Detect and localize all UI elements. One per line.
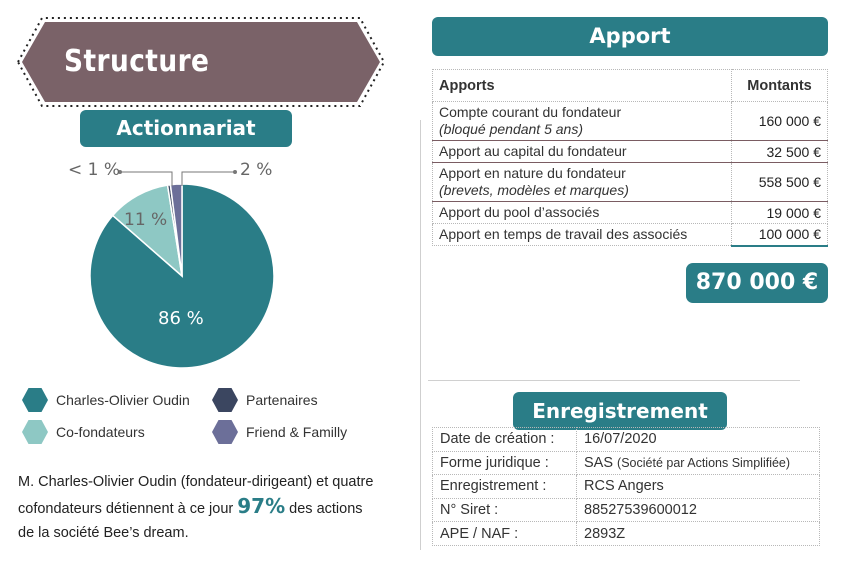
row-value: 16/07/2020 xyxy=(576,427,820,452)
row-value: 2893Z xyxy=(576,521,820,546)
enregistrement-title: Enregistrement xyxy=(513,392,727,430)
legend-item-oudin: Charles-Olivier Oudin xyxy=(22,388,190,412)
hexagon-icon xyxy=(212,388,238,412)
leader-dot xyxy=(233,170,237,174)
row-key: N° Siret : xyxy=(432,497,577,523)
row-value: RCS Angers xyxy=(576,474,820,499)
row-amount: 100 000 € xyxy=(731,223,828,247)
apport-total: 870 000 € xyxy=(686,263,828,303)
legend-label: Partenaires xyxy=(246,392,318,408)
shareholding-pie-chart: < 1 % 2 % 11 % 86 % xyxy=(0,150,420,375)
table-row: Compte courant du fondateur (bloqué penda… xyxy=(432,101,828,141)
row-label: Apport au capital du fondateur xyxy=(439,143,627,159)
structure-title: Structure xyxy=(64,44,210,79)
leader-line-partenaires xyxy=(120,171,173,186)
row-key: Date de création : xyxy=(432,427,577,452)
row-amount: 19 000 € xyxy=(731,201,828,224)
summary-text: M. Charles-Olivier Oudin (fondateur-diri… xyxy=(18,474,374,517)
row-amount: 160 000 € xyxy=(731,101,828,141)
section-divider xyxy=(428,380,800,381)
pie-label-cofondateurs: 11 % xyxy=(124,210,168,230)
row-key: Forme juridique : xyxy=(432,450,577,476)
row-key: APE / NAF : xyxy=(432,521,577,546)
leader-line-friend-family xyxy=(181,171,235,186)
row-sublabel: (brevets, modèles et marques) xyxy=(439,182,629,198)
row-label: Apport en nature du fondateur xyxy=(439,165,626,181)
hexagon-icon xyxy=(22,388,48,412)
row-amount: 558 500 € xyxy=(731,162,828,202)
structure-banner: Structure xyxy=(12,14,390,110)
legend-label: Co-fondateurs xyxy=(56,424,145,440)
row-amount: 32 500 € xyxy=(731,140,828,163)
legend-label: Charles-Olivier Oudin xyxy=(56,392,190,408)
enregistrement-table: Date de création : 16/07/2020 Forme juri… xyxy=(432,427,820,546)
actionnariat-title: Actionnariat xyxy=(80,110,292,147)
pie-label-oudin: 86 % xyxy=(158,308,204,329)
row-sublabel: (bloqué pendant 5 ans) xyxy=(439,121,583,137)
legend-item-cofondateurs: Co-fondateurs xyxy=(22,420,145,444)
table-row: N° Siret : 88527539600012 xyxy=(432,497,820,523)
row-value: 88527539600012 xyxy=(576,497,820,523)
table-row: APE / NAF : 2893Z xyxy=(432,521,820,546)
column-divider xyxy=(420,120,421,550)
row-label: Apport en temps de travail des associés xyxy=(439,226,688,242)
hexagon-icon xyxy=(212,420,238,444)
apports-table: Apports Montants Compte courant du fonda… xyxy=(432,69,828,247)
row-value: SAS xyxy=(584,454,618,471)
row-label: Apport du pool d’associés xyxy=(439,204,600,220)
table-row: Apport du pool d’associés 19 000 € xyxy=(432,201,828,224)
summary-text-end: des actions de la société Bee’s dream. xyxy=(18,501,363,541)
hexagon-icon xyxy=(22,420,48,444)
row-label: Compte courant du fondateur xyxy=(439,104,622,120)
summary-highlight: 97% xyxy=(237,494,286,518)
table-header-row: Apports Montants xyxy=(432,69,828,102)
header-apports: Apports xyxy=(432,69,732,102)
header-montants: Montants xyxy=(731,69,828,102)
table-row: Date de création : 16/07/2020 xyxy=(432,427,820,452)
row-note: (Société par Actions Simplifiée) xyxy=(617,455,791,470)
shareholding-summary: M. Charles-Olivier Oudin (fondateur-diri… xyxy=(18,470,378,545)
row-key: Enregistrement : xyxy=(432,474,577,499)
table-row: Enregistrement : RCS Angers xyxy=(432,474,820,499)
legend-label: Friend & Familly xyxy=(246,424,348,440)
table-row: Apport en nature du fondateur (brevets, m… xyxy=(432,162,828,202)
pie-label-friend-family: 2 % xyxy=(240,160,273,180)
legend-item-friend-family: Friend & Familly xyxy=(212,420,347,444)
table-row: Apport au capital du fondateur 32 500 € xyxy=(432,140,828,163)
pie-label-partenaires: < 1 % xyxy=(68,160,121,180)
leader-dot xyxy=(118,170,122,174)
table-row: Forme juridique : SAS (Société par Actio… xyxy=(432,450,820,476)
legend-item-partenaires: Partenaires xyxy=(212,388,318,412)
table-row: Apport en temps de travail des associés … xyxy=(432,223,828,247)
apport-title: Apport xyxy=(432,17,828,56)
